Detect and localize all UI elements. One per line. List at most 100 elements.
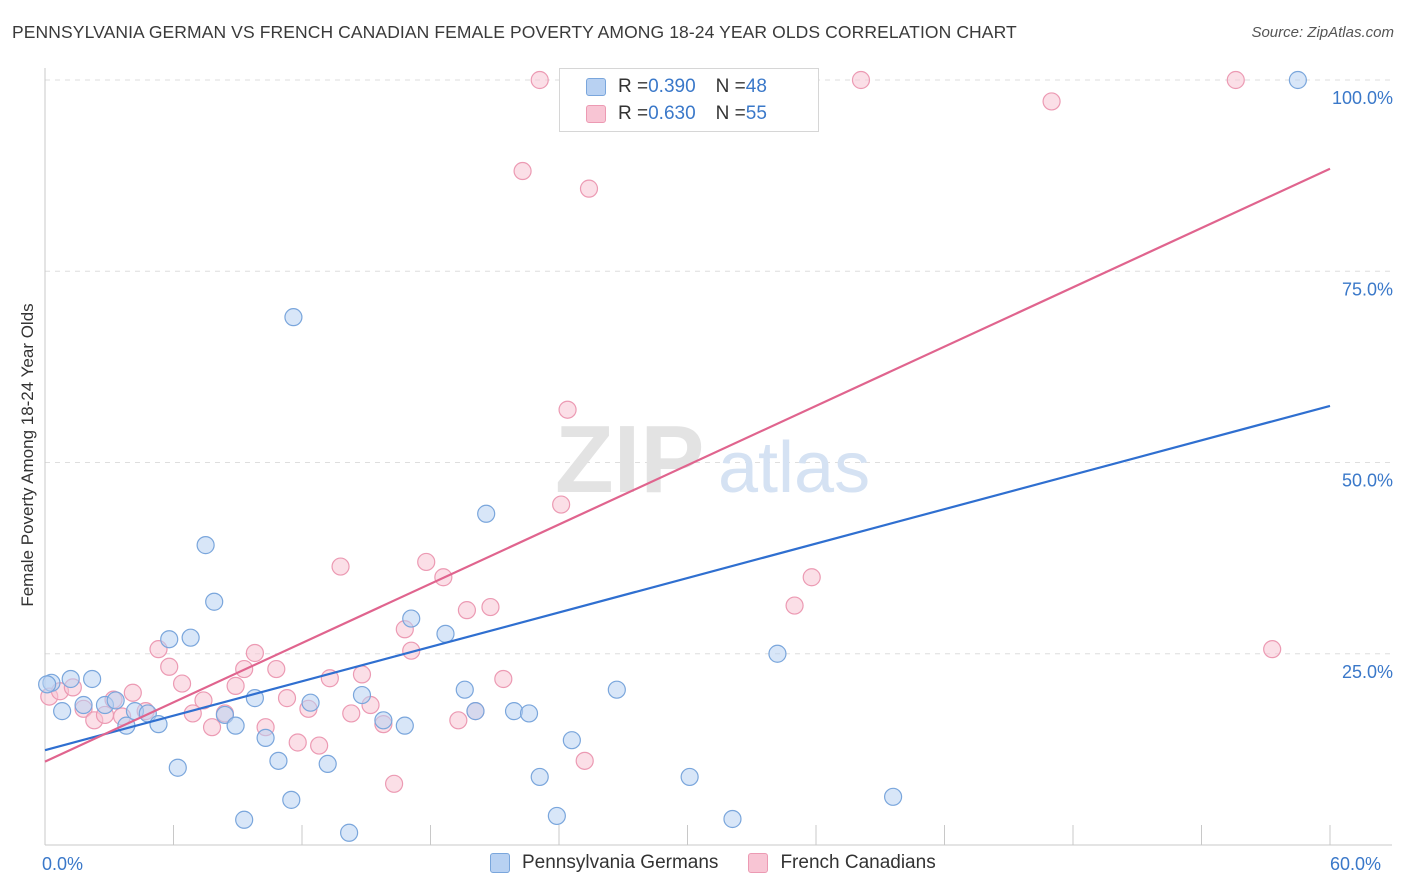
pennsylvania-germans-point — [607, 680, 626, 699]
pennsylvania-germans-point — [269, 751, 288, 770]
pennsylvania-germans-point — [768, 644, 787, 663]
french-canadians-point — [851, 70, 871, 90]
pennsylvania-germans-point — [106, 691, 125, 710]
french-canadians-point — [310, 736, 329, 755]
pennsylvania-germans-point — [477, 504, 496, 523]
legend-row-pennsylvania-germans: R = 0.390 N = 48 — [586, 75, 767, 99]
pennsylvania-germans-point — [723, 809, 742, 829]
pennsylvania-germans-point — [436, 624, 455, 643]
pennsylvania-germans-point — [226, 716, 245, 735]
legend-swatch-pink — [586, 105, 606, 123]
legend-r-label: R = — [618, 76, 649, 97]
legend-swatch-blue — [586, 78, 606, 96]
source-credit: Source: ZipAtlas.com — [1251, 24, 1394, 41]
x-max-label: 60.0% — [1330, 854, 1381, 874]
y-tick-label: 100.0% — [1332, 88, 1393, 108]
legend-n-value: 48 — [745, 76, 767, 97]
x-min-label: 0.0% — [42, 854, 83, 874]
french-canadians-point — [267, 659, 286, 679]
pennsylvania-germans-point — [196, 536, 215, 555]
french-canadians-point — [277, 689, 297, 708]
pennsylvania-germans-point — [883, 787, 903, 806]
french-canadians-point — [194, 691, 213, 710]
french-canadians-point — [1263, 640, 1282, 659]
series-legend: Pennsylvania Germans French Canadians — [490, 852, 966, 874]
pennsylvania-germans-point — [282, 790, 301, 809]
pennsylvania-germans-point — [374, 711, 393, 730]
watermark: ZIP atlas — [555, 406, 870, 513]
legend-swatch-blue — [490, 853, 510, 873]
french-canadians-point — [1226, 70, 1245, 90]
legend-n-label: N = — [715, 103, 746, 124]
legend-item-pennsylvania-germans[interactable]: Pennsylvania Germans — [490, 852, 718, 874]
french-canadians-point — [513, 161, 532, 181]
french-canadians-point — [481, 597, 500, 617]
pennsylvania-germans-point — [256, 728, 275, 748]
axes — [44, 68, 1392, 846]
french-canadians-point — [552, 495, 571, 514]
pennsylvania-germans-point — [215, 705, 234, 725]
y-tick-label: 75.0% — [1342, 279, 1393, 299]
french-canadians-trend-line — [44, 167, 1331, 763]
legend-r-label: R = — [618, 103, 649, 124]
pennsylvania-germans-point — [680, 767, 699, 787]
pennsylvania-germans-point — [284, 308, 303, 327]
pennsylvania-germans-point — [235, 810, 254, 829]
french-canadians-point — [785, 596, 804, 615]
pennsylvania-germans-point — [53, 702, 72, 721]
pennsylvania-germans-point — [562, 731, 581, 750]
stats-legend: R = 0.390 N = 48 R = 0.630 N = 55 — [559, 68, 819, 132]
french-canadians-point — [352, 665, 372, 684]
pennsylvania-germans-point — [301, 693, 320, 712]
french-canadians-point — [384, 774, 404, 793]
pennsylvania-germans-point — [74, 695, 93, 715]
french-canadians-point — [288, 733, 307, 752]
pennsylvania-germans-point — [181, 628, 200, 647]
pennsylvania-germans-point — [340, 823, 359, 842]
legend-row-french-canadians: R = 0.630 N = 55 — [586, 102, 767, 126]
french-canadians-point — [530, 70, 549, 90]
french-canadians-point — [457, 601, 477, 620]
french-canadians-point — [172, 674, 192, 693]
legend-item-label: French Canadians — [780, 852, 936, 873]
french-canadians-point — [245, 643, 264, 663]
legend-item-label: Pennsylvania Germans — [522, 852, 719, 873]
pennsylvania-germans-trend-line — [44, 404, 1331, 752]
pennsylvania-germans-point — [504, 702, 524, 721]
legend-item-french-canadians[interactable]: French Canadians — [748, 852, 936, 874]
pennsylvania-germans-point — [160, 630, 179, 649]
french-canadians-point — [342, 704, 361, 723]
pennsylvania-germans-point — [205, 592, 224, 611]
french-canadians-point — [226, 676, 245, 695]
pennsylvania-germans-point — [318, 754, 337, 774]
legend-swatch-pink — [748, 853, 769, 873]
french-canadians-point — [494, 669, 513, 689]
pennsylvania-germans-point — [168, 758, 187, 777]
french-canadians-point — [579, 179, 599, 198]
pennsylvania-germans-point — [83, 669, 102, 689]
french-canadians-point — [123, 683, 142, 702]
watermark-zip: ZIP — [555, 406, 704, 513]
french-canadians-point — [1042, 92, 1061, 111]
pennsylvania-germans-point — [1288, 70, 1307, 90]
pennsylvania-germans-point — [455, 680, 474, 699]
watermark-atlas: atlas — [718, 428, 870, 508]
gridlines — [45, 79, 1392, 655]
pennsylvania-germans-point — [61, 669, 80, 689]
y-tick-label: 25.0% — [1342, 662, 1393, 682]
french-canadians-point — [575, 751, 594, 770]
pennsylvania-germans-point — [547, 806, 566, 826]
pennsylvania-germans-point — [352, 685, 372, 705]
french-canadians-point — [802, 568, 821, 587]
french-canadians-point — [449, 711, 468, 730]
pennsylvania-germans-points — [38, 70, 1307, 842]
pennsylvania-germans-point — [395, 716, 414, 735]
pennsylvania-germans-point — [519, 704, 539, 723]
legend-r-value: 0.630 — [648, 103, 696, 124]
french-canadians-point — [331, 557, 350, 576]
french-canadians-point — [202, 718, 222, 737]
french-canadians-point — [558, 400, 577, 419]
legend-r-value: 0.390 — [648, 76, 696, 97]
trend-lines — [44, 167, 1331, 763]
french-canadians-point — [417, 552, 436, 572]
